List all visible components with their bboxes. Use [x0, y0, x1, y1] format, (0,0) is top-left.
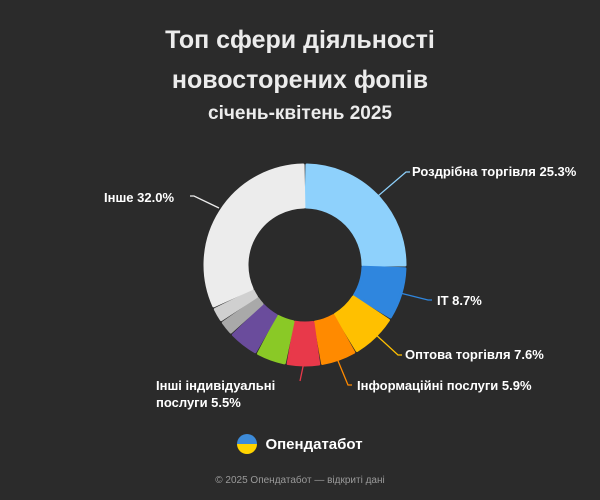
donut-slice-4 [286, 320, 321, 367]
label-it: IT 8.7% [437, 293, 482, 308]
leader-line-wholesale [373, 332, 402, 356]
leader-line-info-services [335, 355, 352, 386]
chart-title-line2: новосторених фопів [171, 66, 429, 94]
donut-slice-0 [304, 163, 407, 267]
label-other-services-line2: послуги 5.5% [156, 395, 241, 410]
leader-line-other-services [299, 361, 305, 382]
donut-slice-9 [203, 163, 306, 308]
chart-subtitle: січень-квітень 2025 [208, 103, 392, 124]
footer-copyright: © 2025 Опендатабот — відкриті дані [215, 475, 385, 486]
chart-title-line1: Топ сфери діяльності [165, 26, 435, 54]
leader-line-other [190, 195, 220, 209]
brand-name: Опендатабот [265, 435, 363, 453]
chart-title: Топ сфери діяльності новосторених фопів [0, 20, 600, 100]
donut-slice-5 [257, 314, 295, 365]
opendatabot-logo-icon [237, 434, 258, 454]
label-other-services-line1: Інші індивідуальні [156, 378, 276, 393]
donut-slice-3 [313, 314, 356, 365]
donut-slice-1 [353, 265, 407, 319]
label-wholesale: Оптова торгівля 7.6% [405, 347, 544, 362]
donut-slice-8 [213, 289, 258, 322]
label-info-services: Інформаційні послуги 5.9% [357, 378, 532, 393]
donut-slice-2 [333, 295, 390, 352]
label-retail: Роздрібна торгівля 25.3% [412, 164, 577, 179]
brand-logo: Опендатабот [0, 434, 600, 454]
leader-line-retail [377, 171, 410, 197]
label-other: Інше 32.0% [104, 190, 175, 205]
label-leader-lines [190, 171, 432, 386]
donut-slices [203, 163, 407, 367]
donut-slice-6 [231, 304, 278, 354]
label-other-services: Інші індивідуальні послуги 5.5% [156, 377, 275, 411]
donut-slice-7 [221, 297, 264, 334]
leader-line-it [399, 292, 432, 301]
